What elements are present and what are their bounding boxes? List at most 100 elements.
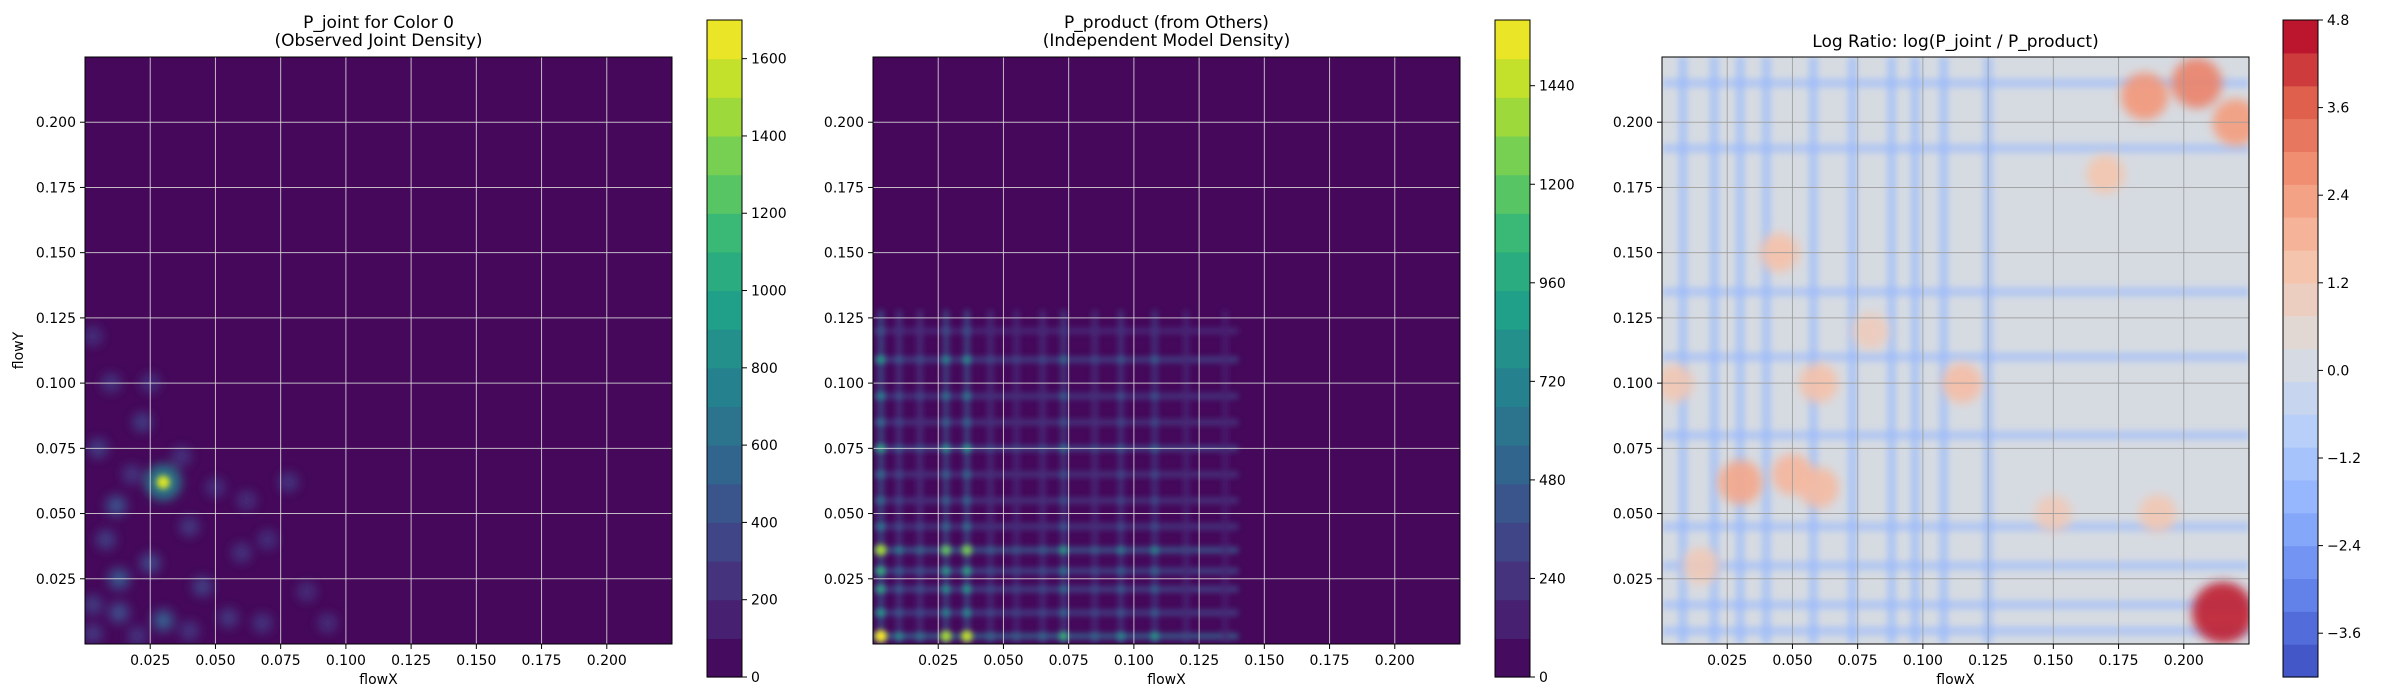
panel-0-frame	[84, 56, 673, 645]
panel-2-ytick-label-4: 0.125	[1613, 311, 1653, 327]
panel-1-ytick-label-5: 0.150	[824, 246, 864, 262]
panel-2-ytick-label-5: 0.150	[1613, 246, 1653, 262]
panel-2-ytick-label-7: 0.200	[1613, 115, 1653, 131]
panel-1-row-band-2	[873, 586, 1239, 593]
panel-0-density-core-20	[325, 620, 331, 626]
panel-1-product-14	[896, 609, 902, 616]
panel-1-product-122	[1151, 393, 1158, 399]
panel-2-ytick-label-6: 0.175	[1613, 180, 1653, 196]
panel-1-product-63	[987, 568, 994, 574]
panel-2-xtick-label-3: 0.100	[1903, 653, 1943, 669]
panel-2-red-patch-14	[1852, 312, 1889, 350]
panel-2-title-line-0: Log Ratio: log(P_joint / P_product)	[1812, 32, 2098, 52]
panel-2-plot	[1662, 57, 2249, 644]
panel-0-colorbar-label-4: 800	[751, 361, 778, 377]
panel-1-colorbar-frame	[1494, 19, 1531, 678]
panel-2-colorbar-band-10	[2283, 315, 2318, 350]
panel-0-density-core-26	[186, 628, 192, 634]
panel-1-product-119	[1152, 471, 1158, 478]
panel-1-product-3	[876, 566, 886, 576]
panel-2-ytick-label-1: 0.050	[1613, 507, 1653, 523]
panel-0-colorbar-band-2	[707, 561, 742, 601]
panel-1-product-68	[1013, 610, 1019, 616]
panel-0-colorbar-band-5	[707, 445, 742, 485]
panel-2-colorbar-band-15	[2283, 151, 2318, 185]
panel-1-colorbar-label-0: 0	[1539, 670, 1548, 686]
panel-0-colorbar-label-2: 400	[751, 515, 778, 531]
panel-1-colorbar-label-3: 720	[1539, 374, 1566, 390]
panel-0-colorbar-frame	[706, 19, 743, 678]
panel-2-colorbar-label-7: 4.8	[2327, 13, 2349, 29]
panel-1-colorbar-band-8	[1495, 329, 1530, 369]
panel-2-blue-column-4	[1808, 57, 1819, 644]
panel-1-product-104	[1117, 546, 1125, 554]
panel-1-colorbar-band-10	[1495, 251, 1530, 292]
panel-1-product-48	[963, 608, 971, 617]
panel-1-product-10	[877, 392, 885, 400]
panel-2-colorbar-band-8	[2283, 381, 2318, 415]
panel-1-product-12	[878, 328, 884, 334]
panel-1-background	[873, 57, 1460, 644]
panel-1-product-109	[1118, 419, 1124, 425]
panel-1-product-62	[987, 586, 994, 592]
panel-0-colorbar-band-13	[707, 135, 742, 176]
panel-0-ytick-label-4: 0.125	[36, 311, 76, 327]
panel-1-product-18	[896, 523, 902, 530]
panel-1-product-44	[942, 392, 950, 400]
panel-1-product-70	[1013, 568, 1020, 574]
panel-1-xlabel: flowX	[1147, 672, 1186, 688]
panel-0-colorbar-label-6: 1200	[751, 206, 787, 222]
panel-2-blue-column-1	[1709, 57, 1720, 644]
panel-1-product-85	[1059, 546, 1068, 555]
panel-1-colorbar-band-16	[1495, 20, 1530, 60]
panel-1-xtick-label-0: 0.025	[918, 653, 958, 669]
panel-0-density-core-23	[244, 498, 250, 503]
panel-1-product-47	[961, 630, 973, 642]
panel-1-ytick-label-2: 0.075	[824, 441, 864, 457]
panel-0-colorbar-band-11	[707, 213, 742, 253]
panel-2-xtick-label-6: 0.175	[2099, 653, 2139, 669]
panel-1-col-band-6	[1013, 310, 1020, 644]
panel-2-red-patch-13	[1682, 547, 1720, 585]
panel-2-colorbar-band-14	[2283, 184, 2318, 218]
panel-0-density-core-28	[90, 630, 96, 637]
panel-0-colorbar-band-16	[707, 20, 742, 60]
panel-1-product-26	[917, 609, 923, 616]
panel-1-product-111	[1117, 356, 1124, 363]
panel-1-product-94	[1092, 610, 1098, 616]
panel-1-product-17	[895, 546, 903, 554]
panel-1-product-96	[1092, 568, 1098, 574]
panel-1-product-115	[1151, 567, 1158, 575]
panel-1-product-40	[943, 497, 950, 504]
panel-0-ytick-label-3: 0.100	[36, 376, 76, 392]
panel-0-ytick-label-1: 0.050	[36, 507, 76, 523]
panel-1-row-band-5	[873, 523, 1239, 530]
panel-2-colorbar-band-7	[2283, 414, 2318, 448]
panel-1-row-band-12	[873, 327, 1239, 334]
panel-1-colorbar-label-6: 1440	[1539, 79, 1575, 95]
panel-2-background	[1662, 57, 2249, 644]
panel-2-colorbar-label-5: 2.4	[2327, 188, 2349, 204]
panel-0-ytick-label-5: 0.150	[36, 246, 76, 262]
panel-1-grid	[873, 57, 1460, 644]
panel-2-ytick-label-2: 0.075	[1613, 441, 1653, 457]
panel-1-colorbar-band-0	[1495, 638, 1530, 678]
panel-1-colorbar-band-11	[1495, 213, 1530, 253]
panel-1-product-107	[1118, 471, 1124, 477]
panel-1-product-61	[987, 610, 994, 616]
panel-2-frame	[1661, 56, 2250, 645]
panel-0-density-core-8	[139, 419, 146, 425]
panel-0-title-line-0: P_joint for Color 0	[303, 13, 454, 33]
panel-1-product-4	[875, 544, 887, 556]
panel-1-col-band-12	[1183, 310, 1190, 644]
panel-1-colorbar-band-14	[1495, 97, 1530, 137]
panel-2-blue-row-1	[1662, 599, 2249, 610]
panel-1-product-28	[917, 568, 923, 574]
panel-1-title-line-1: (Independent Model Density)	[1043, 31, 1291, 51]
panel-1-product-36	[942, 585, 950, 594]
panel-2-colorbar-frame	[2282, 19, 2319, 678]
panel-1-product-99	[1092, 357, 1098, 363]
panel-1-product-32	[917, 393, 923, 399]
panel-1-product-24	[896, 356, 902, 363]
panel-1-product-13	[895, 632, 903, 640]
